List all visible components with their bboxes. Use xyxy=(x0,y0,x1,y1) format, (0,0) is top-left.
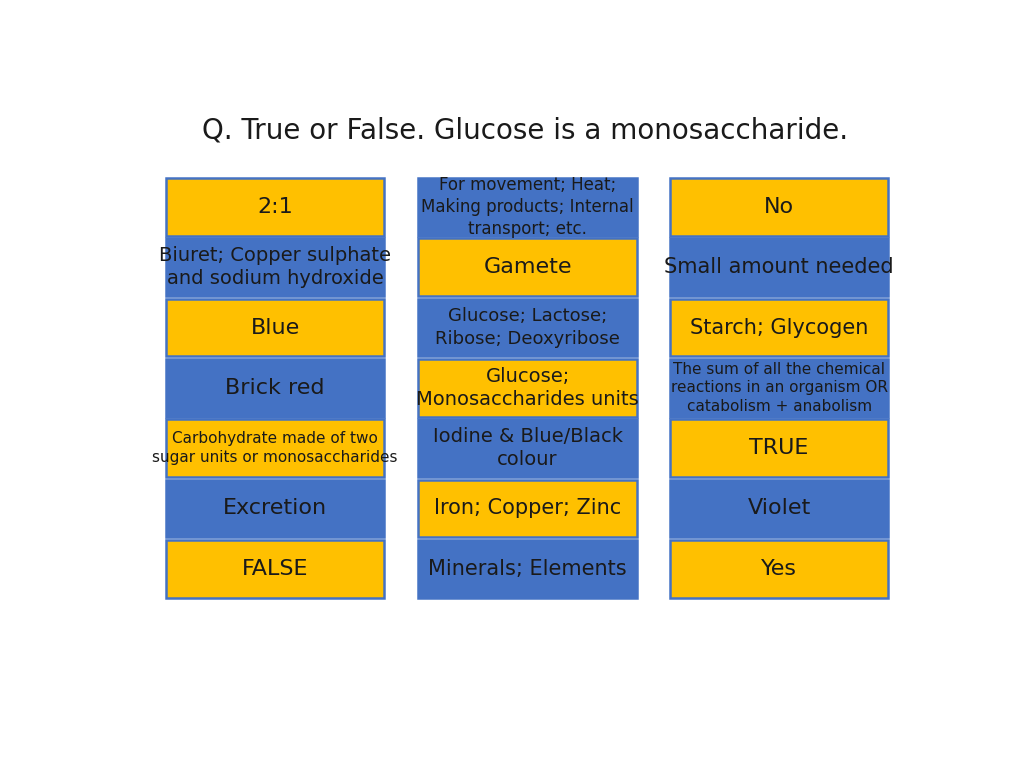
Text: Starch; Glycogen: Starch; Glycogen xyxy=(690,317,868,337)
Text: Blue: Blue xyxy=(251,317,300,337)
Text: Small amount needed: Small amount needed xyxy=(665,257,894,277)
Text: TRUE: TRUE xyxy=(750,439,809,458)
Text: Minerals; Elements: Minerals; Elements xyxy=(428,559,627,579)
FancyBboxPatch shape xyxy=(419,479,637,538)
FancyBboxPatch shape xyxy=(166,178,384,236)
Text: Brick red: Brick red xyxy=(225,378,325,398)
FancyBboxPatch shape xyxy=(670,238,888,296)
Text: Gamete: Gamete xyxy=(483,257,571,277)
Text: Biuret; Copper sulphate
and sodium hydroxide: Biuret; Copper sulphate and sodium hydro… xyxy=(159,246,391,289)
FancyBboxPatch shape xyxy=(670,479,888,538)
Text: Excretion: Excretion xyxy=(223,498,328,518)
Text: The sum of all the chemical
reactions in an organism OR
catabolism + anabolism: The sum of all the chemical reactions in… xyxy=(671,362,888,414)
Text: Glucose;
Monosaccharides units: Glucose; Monosaccharides units xyxy=(416,366,639,409)
FancyBboxPatch shape xyxy=(419,178,637,236)
FancyBboxPatch shape xyxy=(166,299,384,356)
FancyBboxPatch shape xyxy=(670,299,888,356)
Text: Violet: Violet xyxy=(748,498,811,518)
FancyBboxPatch shape xyxy=(419,238,637,296)
Text: Glucose; Lactose;
Ribose; Deoxyribose: Glucose; Lactose; Ribose; Deoxyribose xyxy=(435,307,620,348)
FancyBboxPatch shape xyxy=(419,359,637,417)
FancyBboxPatch shape xyxy=(166,238,384,296)
FancyBboxPatch shape xyxy=(166,359,384,417)
FancyBboxPatch shape xyxy=(166,540,384,598)
Text: Carbohydrate made of two
sugar units or monosaccharides: Carbohydrate made of two sugar units or … xyxy=(153,432,398,465)
FancyBboxPatch shape xyxy=(670,359,888,417)
FancyBboxPatch shape xyxy=(670,178,888,236)
FancyBboxPatch shape xyxy=(419,540,637,598)
Text: No: No xyxy=(764,197,795,217)
FancyBboxPatch shape xyxy=(166,419,384,477)
FancyBboxPatch shape xyxy=(166,479,384,538)
Text: 2:1: 2:1 xyxy=(257,197,293,217)
FancyBboxPatch shape xyxy=(419,419,637,477)
Text: Yes: Yes xyxy=(761,559,797,579)
Text: Iodine & Blue/Black
colour: Iodine & Blue/Black colour xyxy=(432,427,623,469)
Text: FALSE: FALSE xyxy=(242,559,308,579)
FancyBboxPatch shape xyxy=(670,540,888,598)
FancyBboxPatch shape xyxy=(419,299,637,356)
Text: Q. True or False. Glucose is a monosaccharide.: Q. True or False. Glucose is a monosacch… xyxy=(202,117,848,144)
FancyBboxPatch shape xyxy=(670,419,888,477)
Text: For movement; Heat;
Making products; Internal
transport; etc.: For movement; Heat; Making products; Int… xyxy=(421,176,634,238)
Text: Iron; Copper; Zinc: Iron; Copper; Zinc xyxy=(434,498,622,518)
